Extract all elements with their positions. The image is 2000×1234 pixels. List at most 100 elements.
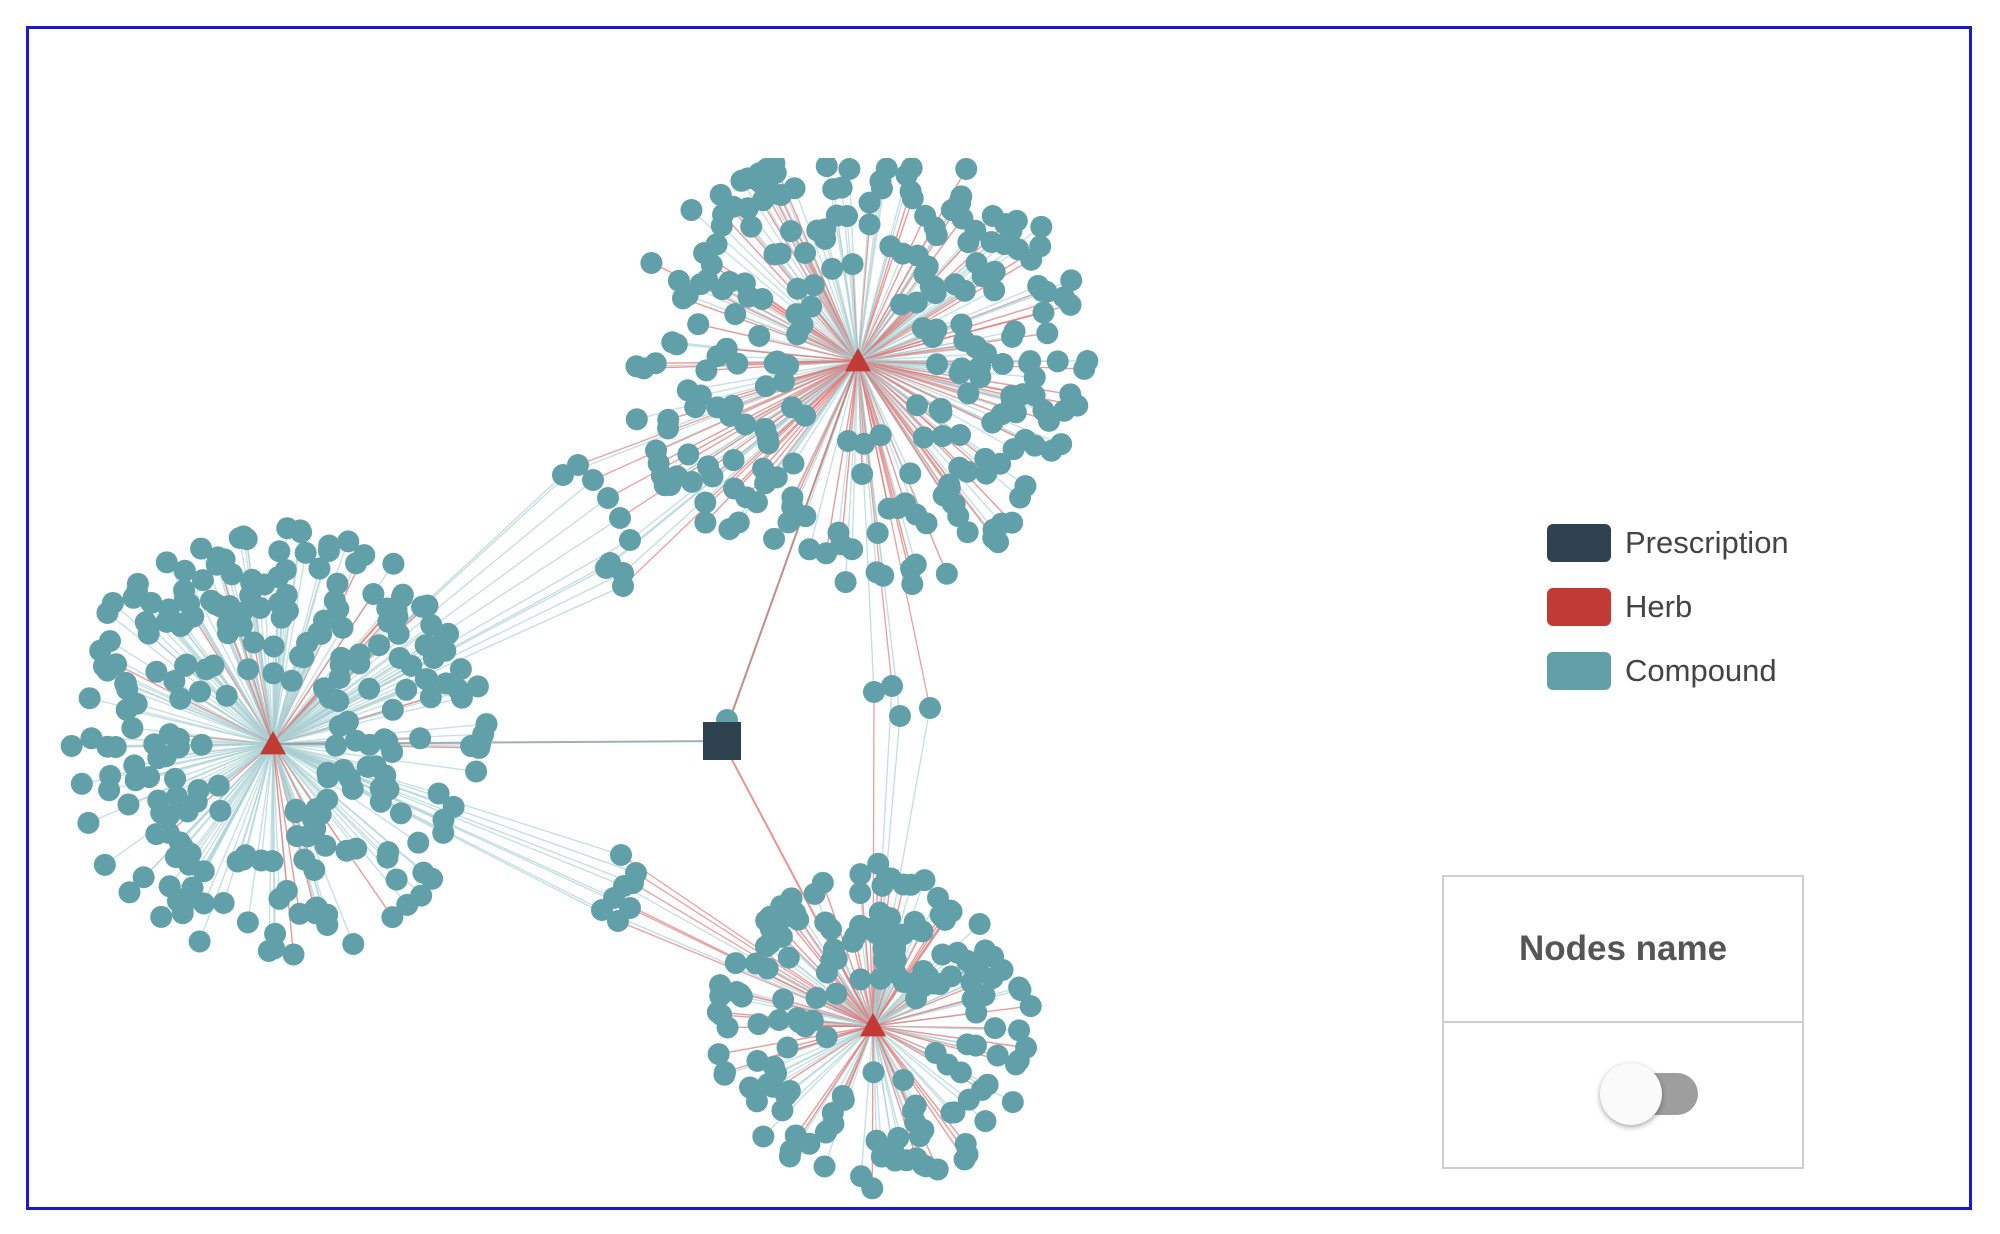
compound-node[interactable] [377, 841, 399, 863]
compound-node[interactable] [748, 325, 770, 347]
compound-node[interactable] [117, 793, 139, 815]
compound-node[interactable] [781, 486, 803, 508]
compound-node[interactable] [913, 426, 935, 448]
compound-node[interactable] [955, 158, 977, 180]
compound-node[interactable] [723, 477, 745, 499]
compound-node[interactable] [965, 1035, 987, 1057]
compound-node[interactable] [325, 735, 347, 757]
compound-node[interactable] [123, 754, 145, 776]
compound-node[interactable] [467, 675, 489, 697]
compound-node[interactable] [207, 546, 229, 568]
compound-node[interactable] [851, 463, 873, 485]
compound-node[interactable] [731, 986, 753, 1008]
compound-node[interactable] [915, 1155, 937, 1177]
compound-node[interactable] [904, 1111, 926, 1133]
compound-node[interactable] [913, 869, 935, 891]
compound-node[interactable] [820, 918, 842, 940]
compound-node[interactable] [884, 1150, 906, 1172]
compound-node[interactable] [906, 394, 928, 416]
compound-node[interactable] [964, 960, 986, 982]
compound-node[interactable] [764, 352, 786, 374]
compound-node[interactable] [179, 843, 201, 865]
compound-node[interactable] [780, 220, 802, 242]
compound-node[interactable] [694, 512, 716, 534]
compound-node[interactable] [792, 314, 814, 336]
compound-node[interactable] [984, 1017, 1006, 1039]
compound-node[interactable] [381, 906, 403, 928]
compound-node[interactable] [850, 968, 872, 990]
compound-node[interactable] [757, 1073, 779, 1095]
compound-node[interactable] [79, 687, 101, 709]
compound-node[interactable] [927, 887, 949, 909]
compound-node[interactable] [957, 382, 979, 404]
compound-node[interactable] [752, 1126, 774, 1148]
nodes-name-toggle[interactable] [1600, 1063, 1662, 1125]
compound-node[interactable] [305, 798, 327, 820]
compound-node[interactable] [739, 1076, 761, 1098]
compound-node[interactable] [776, 1037, 798, 1059]
compound-node[interactable] [1076, 350, 1098, 372]
compound-node[interactable] [931, 943, 953, 965]
compound-node[interactable] [1014, 475, 1036, 497]
compound-node[interactable] [373, 728, 395, 750]
compound-node[interactable] [987, 531, 1009, 553]
compound-node[interactable] [428, 783, 450, 805]
compound-node[interactable] [816, 158, 838, 177]
compound-node[interactable] [830, 533, 852, 555]
compound-node[interactable] [982, 205, 1004, 227]
compound-node[interactable] [582, 469, 604, 491]
compound-node[interactable] [859, 192, 881, 214]
compound-node[interactable] [342, 933, 364, 955]
compound-node[interactable] [922, 326, 944, 348]
compound-node[interactable] [318, 540, 340, 562]
compound-node[interactable] [816, 1026, 838, 1048]
compound-node[interactable] [619, 897, 641, 919]
compound-node[interactable] [407, 832, 429, 854]
compound-node[interactable] [803, 274, 825, 296]
compound-node[interactable] [1032, 302, 1054, 324]
compound-node[interactable] [940, 965, 962, 987]
compound-node[interactable] [892, 924, 914, 946]
compound-node[interactable] [339, 768, 361, 790]
compound-node[interactable] [755, 935, 777, 957]
compound-node[interactable] [873, 949, 895, 971]
compound-node[interactable] [713, 1064, 735, 1086]
network-graph[interactable] [58, 158, 1158, 1234]
compound-node[interactable] [788, 1011, 810, 1033]
compound-node[interactable] [892, 243, 914, 265]
compound-node[interactable] [275, 559, 297, 581]
compound-node[interactable] [268, 540, 290, 562]
compound-node[interactable] [936, 563, 958, 585]
compound-node[interactable] [409, 727, 431, 749]
compound-node[interactable] [1024, 435, 1046, 457]
compound-node[interactable] [778, 947, 800, 969]
compound-node[interactable] [973, 984, 995, 1006]
compound-node[interactable] [99, 765, 121, 787]
compound-node[interactable] [173, 579, 195, 601]
compound-node[interactable] [734, 272, 756, 294]
compound-node[interactable] [189, 930, 211, 952]
compound-node[interactable] [866, 1130, 888, 1152]
compound-node[interactable] [737, 197, 759, 219]
compound-node[interactable] [919, 697, 941, 719]
compound-node[interactable] [867, 522, 889, 544]
compound-node[interactable] [905, 504, 927, 526]
compound-node[interactable] [944, 273, 966, 295]
compound-node[interactable] [680, 199, 702, 221]
compound-node[interactable] [1015, 1037, 1037, 1059]
compound-node[interactable] [974, 1110, 996, 1132]
compound-node[interactable] [899, 462, 921, 484]
compound-node[interactable] [121, 717, 143, 739]
compound-node[interactable] [706, 233, 728, 255]
compound-node[interactable] [138, 623, 160, 645]
compound-node[interactable] [900, 180, 922, 202]
compound-node[interactable] [755, 375, 777, 397]
compound-node[interactable] [697, 455, 719, 477]
compound-node[interactable] [645, 440, 667, 462]
compound-node[interactable] [237, 911, 259, 933]
compound-node[interactable] [835, 571, 857, 593]
compound-node[interactable] [77, 812, 99, 834]
compound-node[interactable] [794, 405, 816, 427]
compound-node[interactable] [815, 1121, 837, 1143]
compound-node[interactable] [213, 892, 235, 914]
